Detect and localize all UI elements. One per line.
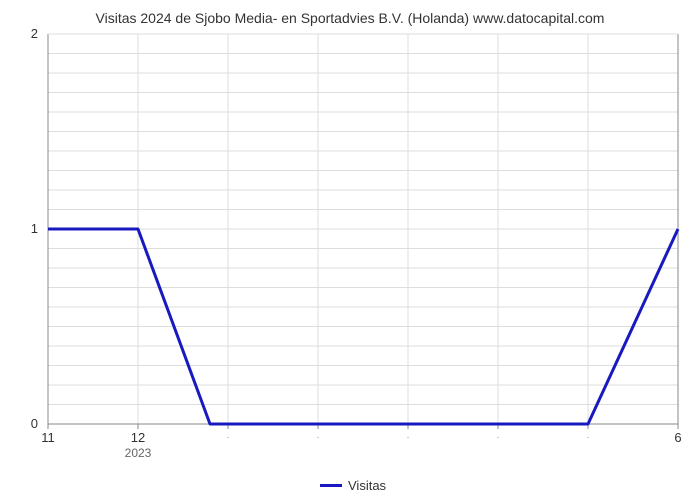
x-tick-label: · — [478, 432, 518, 443]
x-tick-label: · — [568, 432, 608, 443]
y-tick-label: 0 — [0, 416, 38, 431]
x-tick-label: · — [298, 432, 338, 443]
x-tick-label: 11 — [28, 430, 68, 445]
x-tick-label: · — [208, 432, 248, 443]
chart-plot — [0, 0, 700, 500]
x-year-label: 2023 — [108, 446, 168, 460]
legend: Visitas — [320, 478, 386, 493]
y-tick-label: 2 — [0, 26, 38, 41]
y-tick-label: 1 — [0, 221, 38, 236]
x-tick-label: 12 — [118, 430, 158, 445]
chart-container: Visitas 2024 de Sjobo Media- en Sportadv… — [0, 0, 700, 500]
legend-swatch — [320, 484, 342, 487]
x-tick-label: · — [388, 432, 428, 443]
x-tick-label: 6 — [658, 430, 698, 445]
legend-label: Visitas — [348, 478, 386, 493]
